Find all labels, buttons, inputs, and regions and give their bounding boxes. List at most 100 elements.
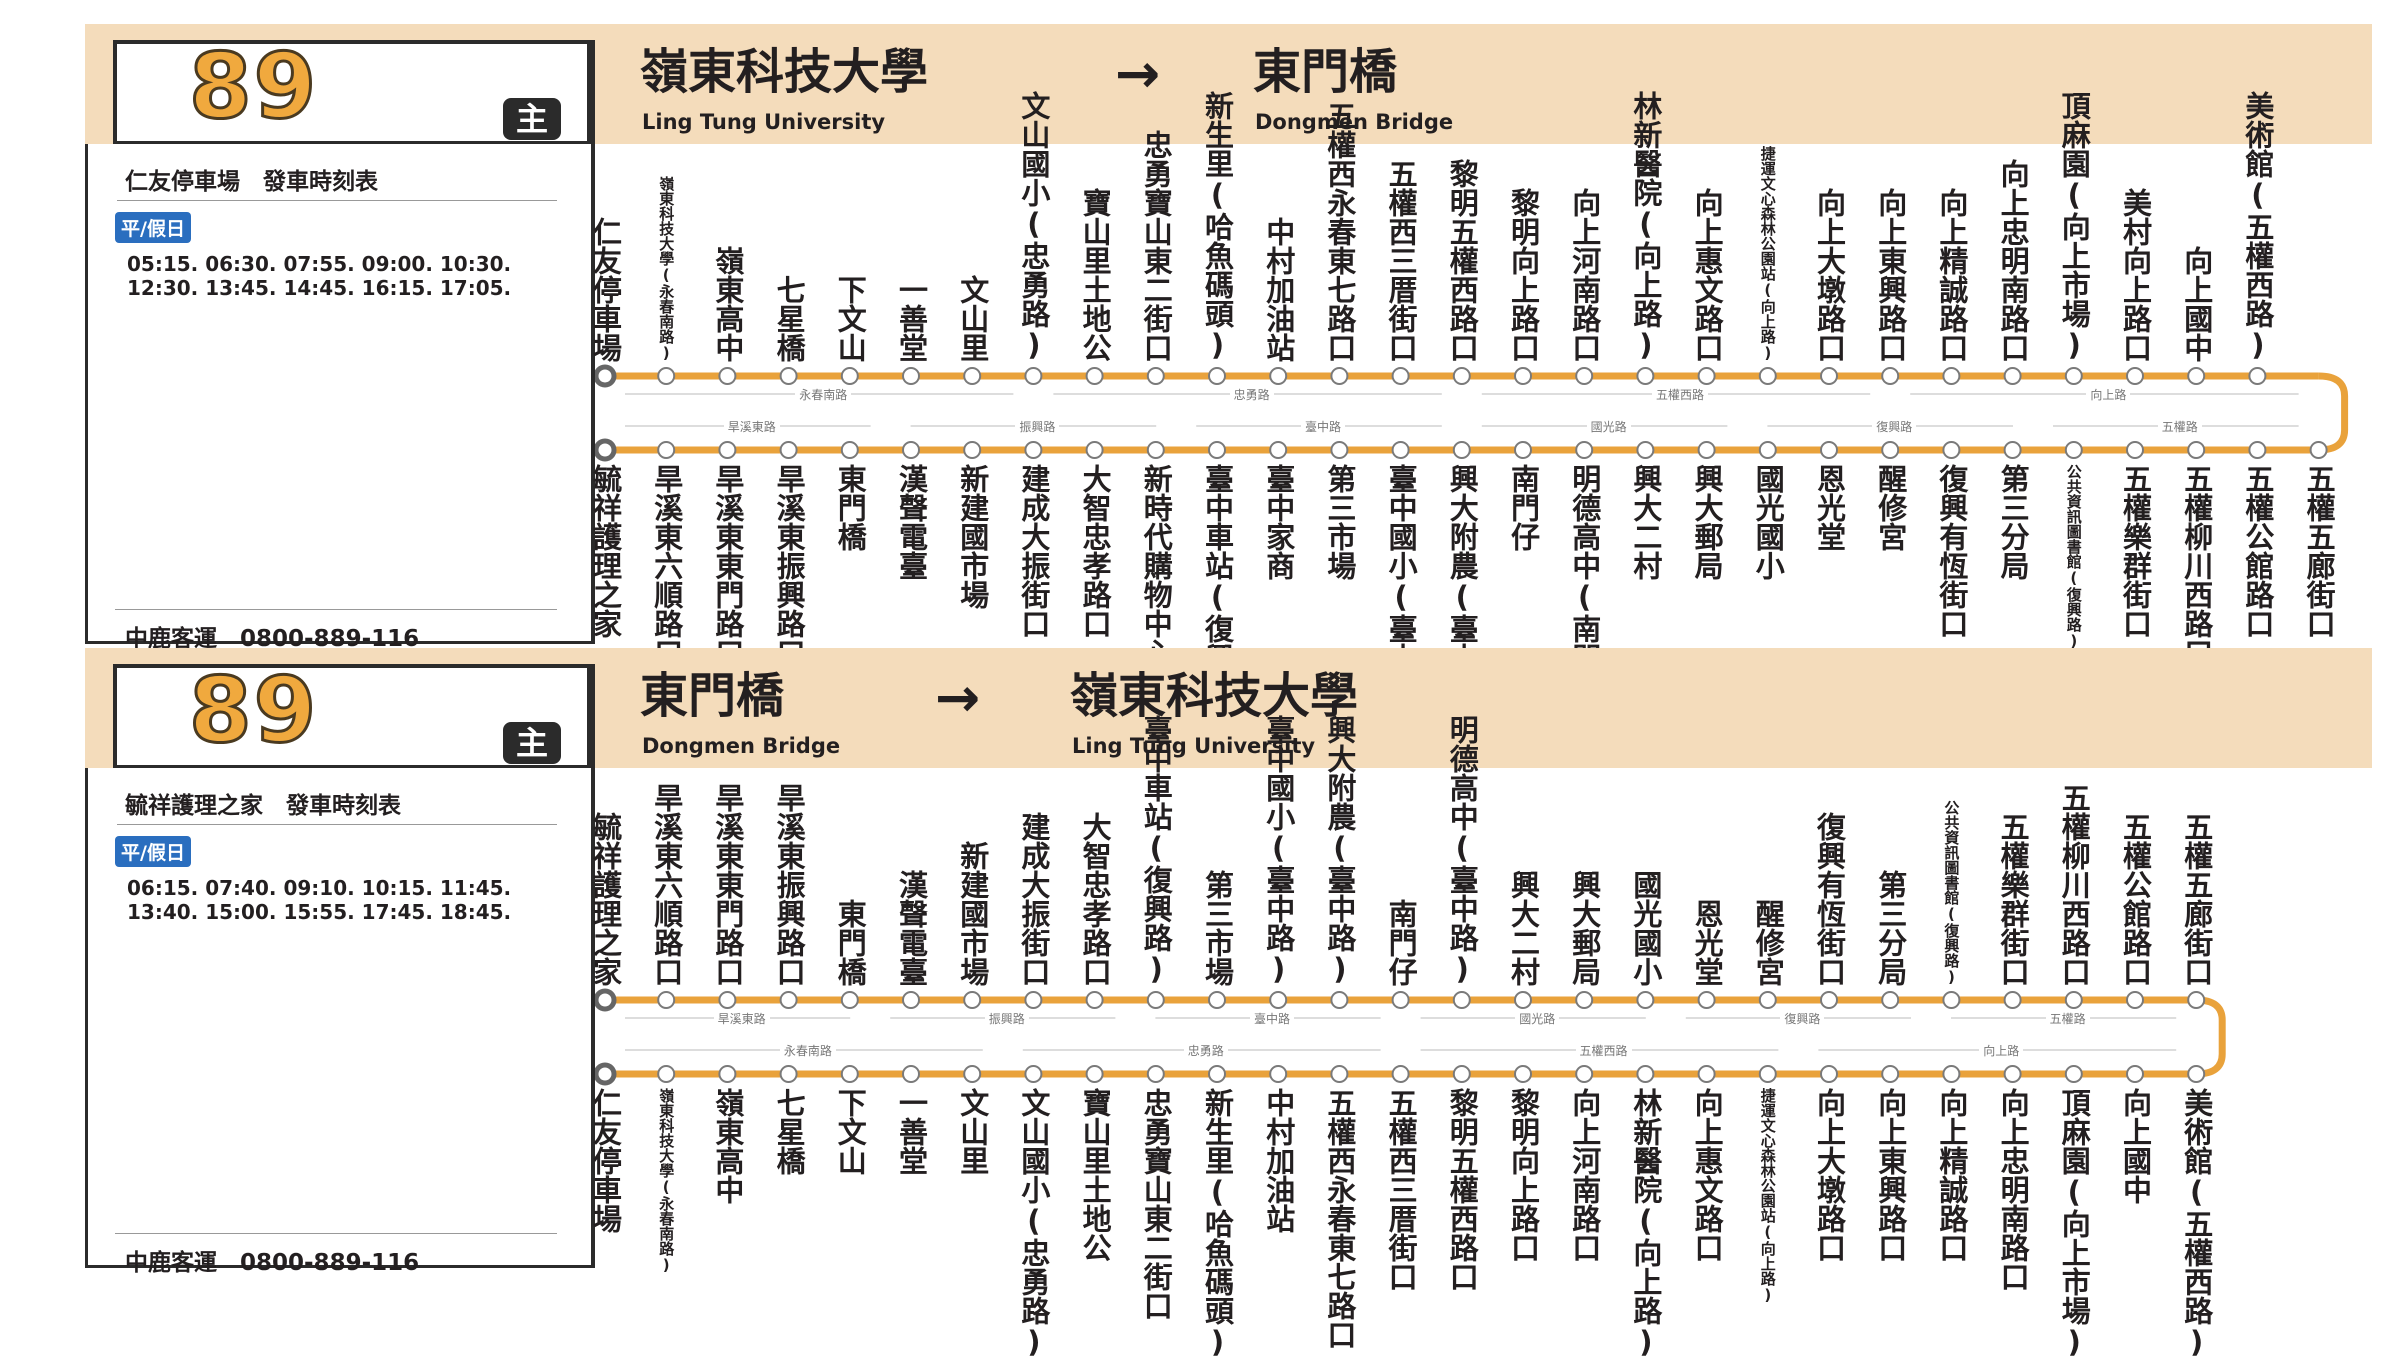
stop-marker [2248, 367, 2267, 385]
stop-name: 林新醫院(向上路) [1628, 91, 1663, 362]
road-label: 五權路 [2157, 418, 2202, 435]
stop-name: 中村加油站 [1261, 1088, 1296, 1233]
stop-name: 向上大墩路口 [1812, 1088, 1847, 1262]
stop-marker [963, 1065, 982, 1083]
stop-name: 新生里(哈魚碼頭) [1200, 1088, 1235, 1359]
operator-contact: 中鹿客運 0800-889-116 [125, 1250, 420, 1276]
stop-marker [1881, 991, 1900, 1009]
stop-name: 頂麻園(向上市場) [2057, 1088, 2092, 1359]
route-number: 89 [187, 657, 319, 765]
route-line [595, 364, 2349, 462]
stop-name: 興大附農(臺中路) [1322, 715, 1357, 986]
stop-marker [840, 441, 859, 459]
times-line-2: 13:40. 15:00. 15:55. 17:45. 18:45. [127, 900, 512, 924]
stop-name: 第三分局 [1996, 464, 2031, 580]
stop-name: 興大二村 [1506, 870, 1541, 986]
stop-name: 大智忠孝路口 [1078, 464, 1113, 638]
stop-name: 臺中車站(復興路) [1139, 715, 1174, 986]
stop-marker [1942, 441, 1961, 459]
stop-marker [1452, 441, 1471, 459]
stop-name: 旱溪東六順路口 [649, 783, 684, 986]
stop-name: 五權西三厝街口 [1384, 159, 1419, 362]
stop-marker [1636, 991, 1655, 1009]
stop-name: 仁友停車場 [588, 1088, 623, 1233]
stop-marker [2187, 367, 2206, 385]
stop-name: 第三分局 [1873, 870, 1908, 986]
stop-marker [1697, 1065, 1716, 1083]
stop-marker [1758, 1065, 1777, 1083]
stop-marker [1514, 1065, 1532, 1083]
stop-name: 旱溪東六順路口 [649, 464, 684, 667]
stop-name: 大智忠孝路口 [1078, 812, 1113, 986]
stop-marker [595, 988, 617, 1012]
destination-name-en: Dongmen Bridge [1255, 110, 1454, 134]
stop-name: 下文山 [833, 275, 868, 362]
stop-marker [1391, 1065, 1410, 1083]
stop-name: 頂麻園(向上市場) [2057, 91, 2092, 362]
stop-name: 文山里 [955, 1088, 990, 1175]
stop-name: 下文山 [833, 1088, 868, 1175]
stop-name: 向上大墩路口 [1812, 188, 1847, 362]
stop-marker [1758, 991, 1777, 1009]
stop-marker [1024, 441, 1043, 459]
stop-name: 南門仔 [1384, 899, 1419, 986]
stop-marker [840, 1065, 859, 1083]
stop-marker [2003, 367, 2022, 385]
stop-marker [1330, 441, 1349, 459]
stop-marker [840, 991, 859, 1009]
stop-name: 捷運文心森林公園站(向上路) [1758, 146, 1777, 362]
stop-name: 毓祥護理之家 [588, 464, 623, 638]
stop-marker [1330, 991, 1349, 1009]
stop-name: 七星橋 [772, 275, 807, 362]
stop-marker [1146, 367, 1165, 385]
stop-marker [2187, 1065, 2206, 1083]
stop-name: 恩光堂 [1690, 899, 1725, 986]
stop-name: 寶山里土地公 [1078, 188, 1113, 362]
stop-name: 五權柳川西路口 [2057, 783, 2092, 986]
stop-name: 建成大振街口 [1016, 464, 1051, 638]
stop-name: 向上忠明南路口 [1996, 1088, 2031, 1291]
road-label: 忠勇路 [1183, 1042, 1228, 1059]
stop-name: 一善堂 [894, 275, 929, 362]
stop-marker [1024, 1065, 1043, 1083]
stop-name: 興大郵局 [1690, 464, 1725, 580]
stop-name: 向上精誠路口 [1934, 1088, 1969, 1262]
stop-name: 五權西永春東七路口 [1322, 1088, 1357, 1349]
stop-marker [1085, 367, 1104, 385]
stop-name: 臺中國小(臺中路) [1261, 715, 1296, 986]
stop-marker [2248, 441, 2267, 459]
stop-name: 美術館(五權西路) [2179, 1088, 2214, 1359]
road-label: 五權路 [2045, 1010, 2090, 1027]
stop-name: 第三市場 [1322, 464, 1357, 580]
route-panel-outbound: 嶺東科技大學 Ling Tung University → 東門橋 Dongme… [85, 24, 2372, 735]
stop-name: 仁友停車場 [588, 217, 623, 362]
stop-marker [1820, 367, 1838, 385]
stop-marker [1697, 991, 1716, 1009]
stop-marker [595, 438, 617, 462]
direction-arrow: → [1115, 42, 1161, 105]
stop-marker [1758, 441, 1777, 459]
times-line-1: 05:15. 06:30. 07:55. 09:00. 10:30. [127, 252, 512, 276]
stop-marker [779, 991, 798, 1009]
stop-marker [2064, 1065, 2083, 1083]
stop-marker [2003, 1065, 2022, 1083]
stop-name: 五權五廊街口 [2179, 812, 2214, 986]
route-line [595, 988, 2226, 1086]
stop-marker [595, 1062, 617, 1086]
stop-name: 嶺東高中 [710, 1088, 745, 1204]
stop-marker [718, 367, 737, 385]
stop-name: 向上東興路口 [1873, 1088, 1908, 1262]
stop-name: 漢聲電臺 [894, 870, 929, 986]
stop-name: 五權樂群街口 [2118, 464, 2153, 638]
stop-name: 旱溪東東門路口 [710, 783, 745, 986]
stop-marker [1758, 367, 1777, 385]
route-diagram: 仁友停車場 嶺東科技大學(永春南路) 嶺東高中 七星橋 下文山 一善堂 文山里 文山國小(忠勇… [589, 91, 2372, 735]
stop-marker [1146, 1065, 1165, 1083]
road-label: 振興路 [984, 1010, 1029, 1027]
stop-marker [1024, 367, 1043, 385]
stop-name: 第三市場 [1200, 870, 1235, 986]
stop-name: 嶺東高中 [710, 246, 745, 362]
stop-marker [1208, 367, 1226, 385]
stop-marker [2309, 441, 2328, 459]
stop-name: 嶺東科技大學(永春南路) [657, 1088, 676, 1274]
